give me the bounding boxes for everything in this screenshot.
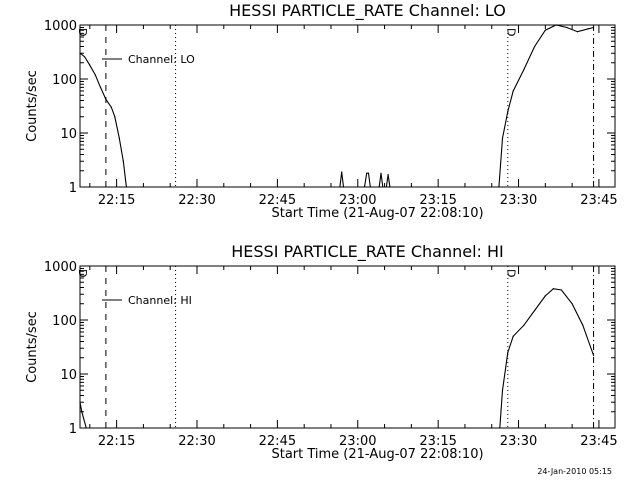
y-tick-label: 1	[69, 181, 77, 196]
data-point	[385, 186, 387, 188]
data-point	[501, 137, 504, 139]
data-point	[378, 186, 380, 188]
data-point	[592, 354, 595, 357]
data-point	[552, 288, 554, 290]
data-point	[512, 90, 514, 92]
data-point	[380, 172, 382, 174]
data-point	[507, 110, 509, 113]
data-point	[501, 389, 504, 391]
x-tick-label: 23:15	[419, 434, 456, 449]
data-point	[389, 186, 391, 188]
data-point	[114, 116, 116, 118]
data-point	[89, 64, 91, 66]
legend-label: Channel: HI	[128, 294, 192, 307]
marker-label: D	[505, 269, 518, 277]
hi-channel-panel: HESSI PARTICLE_RATE Channel: HI 1 10 100 100…	[25, 242, 618, 462]
plot-frame	[79, 265, 616, 429]
data-point	[592, 26, 595, 29]
data-point	[83, 55, 86, 58]
data-point	[387, 173, 389, 176]
data-point	[555, 24, 557, 26]
data-point	[523, 68, 525, 71]
data-point	[534, 309, 536, 312]
series-line-0	[79, 402, 87, 429]
data-point	[507, 351, 509, 354]
data-point	[382, 186, 384, 188]
x-tick-label: 23:30	[500, 434, 537, 449]
data-point	[118, 137, 120, 139]
data-point	[341, 171, 343, 173]
data-point	[339, 186, 341, 188]
x-tick-label: 23:30	[500, 193, 537, 208]
data-point	[363, 186, 366, 188]
data-point	[499, 427, 501, 429]
data-point	[82, 417, 85, 420]
y-tick-label: 100	[52, 314, 77, 329]
x-tick-label: 22:15	[98, 434, 135, 449]
y-tick-label: 1	[69, 422, 77, 437]
data-point	[125, 186, 128, 188]
x-tick-label: 22:45	[259, 434, 296, 449]
y-tick-label: 10	[60, 368, 77, 383]
data-point	[369, 186, 371, 188]
x-tick-label: 23:00	[339, 193, 376, 208]
x-axis-label: Start Time (21-Aug-07 22:08:10)	[271, 447, 483, 462]
data-point	[587, 28, 589, 30]
x-tick-label: 22:15	[98, 193, 135, 208]
data-point	[110, 106, 112, 108]
data-point	[122, 160, 124, 162]
data-point	[576, 31, 579, 33]
x-tick-label: 23:00	[339, 434, 376, 449]
series-line-1	[339, 171, 391, 188]
data-point	[85, 427, 87, 429]
y-tick-label: 1000	[44, 260, 77, 275]
marker-label: D	[505, 28, 518, 36]
x-tick-label: 22:45	[259, 193, 296, 208]
data-point	[367, 172, 370, 174]
data-point	[523, 324, 525, 326]
data-point	[498, 186, 500, 188]
legend-label: Channel: LO	[128, 53, 195, 66]
x-tick-label: 23:45	[580, 434, 617, 449]
data-point	[79, 52, 81, 54]
chart-title: HESSI PARTICLE_RATE Channel: LO	[229, 1, 506, 21]
data-point	[81, 411, 83, 413]
data-point	[366, 172, 368, 174]
data-point	[560, 289, 563, 291]
plot-frame	[79, 24, 616, 188]
x-tick-label: 23:45	[580, 193, 617, 208]
data-point	[534, 45, 536, 48]
data-point	[79, 401, 81, 403]
footer-timestamp: 24-Jan-2010 05:15	[537, 467, 612, 476]
x-tick-label: 22:30	[178, 434, 215, 449]
x-axis-label: Start Time (21-Aug-07 22:08:10)	[271, 206, 483, 221]
data-point	[105, 98, 107, 100]
marker-label: D	[76, 269, 89, 277]
data-point	[544, 295, 546, 297]
marker-label: D	[76, 28, 89, 36]
y-tick-label: 1000	[44, 19, 77, 34]
y-axis-label: Counts/sec	[25, 311, 40, 383]
data-point	[342, 186, 345, 188]
series-line-2	[498, 24, 594, 188]
y-tick-label: 10	[60, 127, 77, 142]
data-point	[94, 74, 96, 76]
data-point	[571, 303, 573, 305]
data-point	[544, 29, 546, 31]
lo-channel-panel: HESSI PARTICLE_RATE Channel: LO 1 10 100 100…	[25, 1, 618, 221]
x-tick-label: 23:15	[419, 193, 456, 208]
y-axis-label: Counts/sec	[25, 70, 40, 142]
chart-title: HESSI PARTICLE_RATE Channel: HI	[231, 242, 504, 262]
data-point	[582, 324, 584, 326]
data-point	[512, 335, 514, 337]
x-tick-label: 22:30	[178, 193, 215, 208]
data-point	[99, 86, 102, 88]
series-line-0	[79, 52, 127, 188]
y-tick-label: 100	[52, 73, 77, 88]
series-line-1	[499, 288, 595, 429]
data-point	[566, 26, 568, 29]
